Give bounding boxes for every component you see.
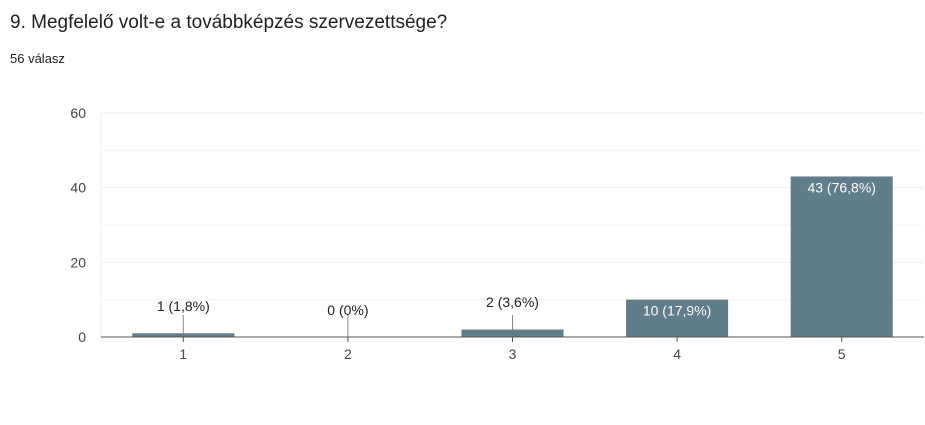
y-tick-label: 40 — [70, 180, 86, 196]
x-tick-label: 1 — [179, 346, 187, 362]
bar — [461, 329, 564, 337]
data-label: 43 (76,8%) — [807, 179, 875, 195]
bar — [626, 299, 729, 337]
y-tick-label: 0 — [78, 329, 86, 345]
y-tick-label: 20 — [70, 254, 86, 270]
data-label: 1 (1,8%) — [157, 298, 210, 314]
data-label: 0 (0%) — [327, 302, 368, 318]
x-tick-label: 3 — [509, 346, 517, 362]
x-tick-label: 5 — [838, 346, 846, 362]
x-tick-label: 2 — [344, 346, 352, 362]
x-tick-label: 4 — [673, 346, 681, 362]
question-title: 9. Megfelelő volt-e a továbbképzés szerv… — [10, 12, 448, 33]
response-count: 56 válasz — [10, 51, 65, 66]
y-tick-label: 60 — [70, 105, 86, 121]
data-label: 2 (3,6%) — [486, 294, 539, 310]
bar — [132, 333, 235, 337]
data-label: 10 (17,9%) — [643, 303, 711, 319]
bar — [790, 176, 893, 337]
